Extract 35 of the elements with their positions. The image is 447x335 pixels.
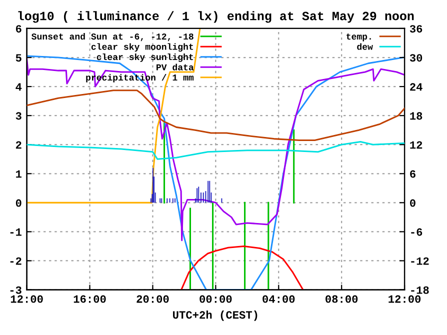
- x-tick-label: 08:00: [326, 295, 358, 303]
- x-tick-label: 12:00: [10, 295, 43, 303]
- y-tick-label: 1: [16, 170, 22, 178]
- y-tick-label: -1: [10, 228, 22, 236]
- x-tick-label: 20:00: [136, 295, 169, 303]
- y-tick-label: 3: [16, 112, 22, 120]
- legend-label: Sunset and Sun at -6, -12, -18: [32, 32, 194, 42]
- y-tick-label: 6: [16, 25, 22, 33]
- x-tick-label: 12:00: [388, 295, 421, 303]
- y2-tick-label: -6: [411, 228, 422, 236]
- chart-title: log10 ( illuminance / 1 lx) ending at Sat May 29 noon: [18, 11, 414, 23]
- y-tick-label: 0: [16, 199, 22, 207]
- y2-tick-label: 6: [410, 170, 416, 178]
- y2-tick-label: -12: [411, 257, 429, 265]
- y2-tick-label: 30: [410, 54, 422, 62]
- y2-tick-label: 24: [410, 83, 422, 91]
- y2-tick-label: -18: [411, 286, 429, 294]
- y2-tick-label: 0: [410, 199, 416, 207]
- x-axis-title: UTC+2h (CEST): [173, 310, 258, 321]
- y2-tick-label: 36: [410, 25, 422, 33]
- y-tick-label: 5: [16, 54, 22, 62]
- y-tick-label: 4: [16, 83, 22, 91]
- y2-tick-label: 18: [410, 112, 422, 120]
- legend-label: temp.: [346, 34, 371, 42]
- y-tick-label: -3: [10, 286, 22, 294]
- x-tick-label: 16:00: [74, 295, 106, 303]
- legend-label: clear sky sunlight: [96, 53, 194, 62]
- legend-label: clear sky moonlight: [91, 43, 194, 52]
- y-tick-label: -2: [10, 257, 22, 265]
- legend-label: dew: [357, 43, 373, 50]
- legend-label: PV data: [156, 64, 194, 70]
- x-tick-label: 00:00: [200, 295, 232, 303]
- x-tick-label: 04:00: [262, 295, 295, 303]
- y-tick-label: 2: [16, 141, 22, 149]
- y2-tick-label: 12: [410, 141, 422, 149]
